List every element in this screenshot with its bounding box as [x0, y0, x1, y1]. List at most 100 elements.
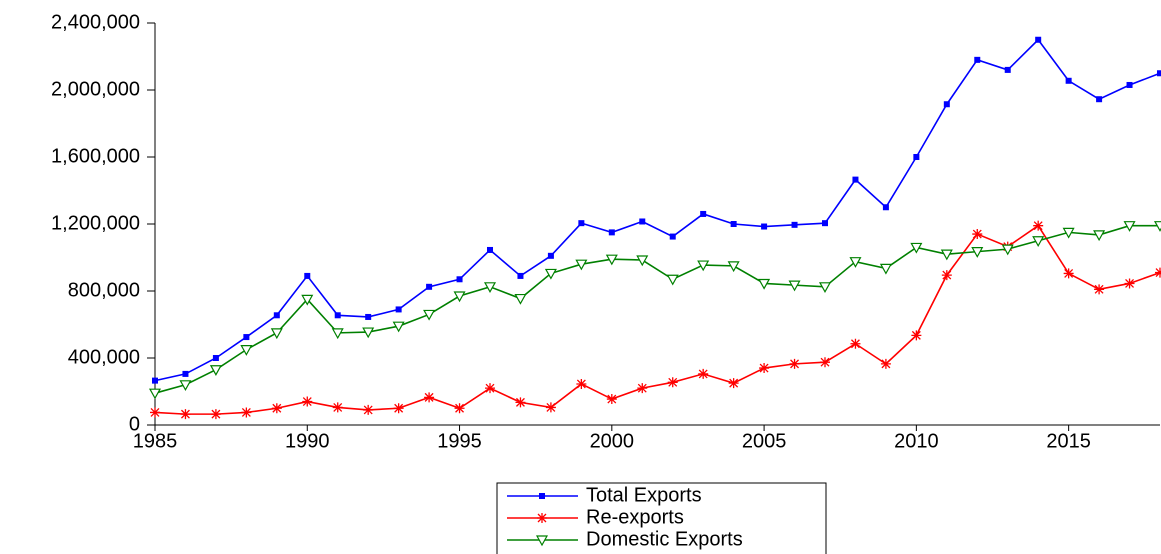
y-tick-label: 400,000: [68, 346, 140, 368]
marker: [456, 276, 463, 283]
marker: [1123, 221, 1136, 232]
marker: [791, 221, 798, 228]
marker: [182, 370, 189, 377]
marker: [1153, 221, 1161, 232]
marker: [483, 282, 497, 294]
y-tick-label: 2,000,000: [51, 78, 140, 100]
y-tick-label: 2,400,000: [51, 11, 140, 33]
marker: [1001, 244, 1014, 256]
legend-marker: [537, 513, 547, 523]
marker: [545, 402, 556, 413]
marker: [362, 327, 375, 339]
y-tick-label: 0: [129, 413, 140, 435]
marker: [972, 229, 983, 240]
marker: [666, 274, 679, 286]
marker: [852, 176, 859, 183]
marker: [730, 221, 737, 227]
marker: [667, 377, 678, 388]
marker: [697, 260, 710, 272]
x-tick-label: 2005: [742, 430, 787, 452]
marker: [454, 403, 465, 414]
marker: [332, 402, 343, 413]
marker: [395, 306, 402, 313]
legend-marker: [539, 493, 545, 499]
marker: [150, 407, 160, 418]
legend-label: Domestic Exports: [586, 528, 743, 550]
marker: [304, 272, 311, 279]
x-tick-label: 2015: [1046, 430, 1091, 452]
marker: [212, 355, 219, 361]
marker: [637, 383, 648, 394]
legend-marker: [535, 535, 549, 547]
marker: [240, 345, 253, 356]
marker: [576, 378, 587, 389]
marker: [606, 394, 617, 405]
series-line: [154, 224, 1160, 394]
marker: [605, 254, 618, 266]
marker: [514, 293, 527, 305]
marker: [669, 233, 676, 240]
marker: [728, 378, 739, 389]
marker: [879, 263, 892, 275]
marker: [1155, 267, 1161, 278]
marker: [243, 334, 250, 341]
marker: [1033, 220, 1044, 231]
marker: [822, 220, 828, 227]
marker: [974, 56, 981, 63]
marker: [727, 261, 740, 273]
marker: [820, 357, 830, 368]
marker: [1094, 284, 1105, 295]
marker: [578, 220, 585, 227]
marker: [940, 249, 953, 261]
marker: [1157, 70, 1161, 77]
marker: [1126, 81, 1133, 88]
marker: [788, 280, 801, 292]
marker: [1096, 96, 1103, 103]
series-line: [154, 38, 1161, 382]
marker: [271, 403, 282, 414]
marker: [423, 309, 436, 321]
legend-label: Total Exports: [586, 484, 702, 506]
marker: [789, 358, 800, 369]
marker: [700, 210, 707, 217]
marker: [209, 365, 222, 376]
y-tick-label: 800,000: [68, 279, 140, 301]
marker: [148, 388, 162, 400]
marker: [639, 218, 646, 225]
marker: [1004, 66, 1011, 73]
legend-label: Re-exports: [586, 506, 684, 528]
x-tick-label: 2000: [590, 430, 635, 452]
marker: [913, 154, 920, 160]
marker: [636, 255, 649, 267]
x-tick-label: 2010: [894, 430, 939, 452]
marker: [849, 257, 862, 268]
marker: [759, 363, 770, 374]
marker: [911, 330, 922, 341]
marker: [273, 312, 280, 319]
marker: [1093, 230, 1106, 242]
marker: [758, 278, 771, 290]
marker: [270, 328, 283, 340]
y-tick-label: 1,600,000: [51, 145, 140, 167]
marker: [241, 407, 252, 418]
x-tick-label: 1985: [133, 430, 178, 452]
marker: [575, 259, 588, 271]
marker: [301, 294, 314, 306]
series-line: [154, 224, 1161, 415]
marker: [152, 377, 158, 384]
marker: [1124, 278, 1135, 289]
marker: [331, 328, 344, 340]
marker: [517, 272, 524, 279]
marker: [426, 283, 433, 290]
marker: [180, 409, 191, 420]
marker: [1065, 77, 1072, 84]
marker: [179, 380, 192, 392]
marker: [1062, 227, 1075, 239]
marker: [1032, 236, 1045, 247]
marker: [544, 268, 557, 280]
marker: [515, 397, 526, 408]
marker: [547, 252, 554, 259]
marker: [1063, 268, 1074, 279]
